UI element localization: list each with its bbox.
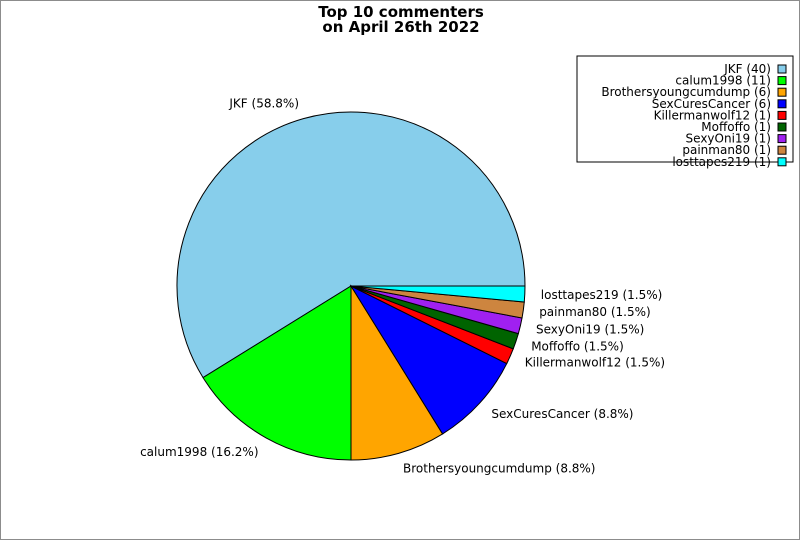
legend-swatch-moffoffo (777, 122, 787, 132)
legend-label-moffoffo: Moffoffo (1) (701, 120, 771, 134)
legend-label-brothersyoungcumdump: Brothersyoungcumdump (6) (601, 85, 771, 99)
slice-label-jkf: JKF (58.8%) (228, 96, 299, 110)
legend-box (576, 55, 794, 163)
legend-swatch-sexyoni19 (777, 134, 787, 144)
pie-slice-brothersyoungcumdump (350, 284, 444, 461)
pie-slice-calum1998 (202, 285, 352, 461)
legend-label-calum1998: calum1998 (11) (675, 74, 771, 88)
slice-label-moffoffo: Moffoffo (1.5%) (531, 339, 624, 353)
legend-label-losttapes219: losttapes219 (1) (672, 155, 771, 169)
chart-title-line-1: Top 10 commenters (318, 3, 484, 21)
legend-items: JKF (40)calum1998 (11)Brothersyoungcumdu… (601, 62, 787, 169)
slice-label-sexyoni19: SexyOni19 (1.5%) (536, 323, 644, 337)
pie-slice-jkf (176, 111, 526, 379)
legend-swatch-killermanwolf12 (777, 110, 787, 120)
legend-label-jkf: JKF (40) (723, 62, 771, 76)
legend-swatch-sexcurescancer (777, 99, 787, 109)
legend-swatch-jkf (777, 64, 787, 74)
legend-label-killermanwolf12: Killermanwolf12 (1) (654, 108, 771, 122)
pie-slices (176, 111, 526, 461)
slice-label-painman80: painman80 (1.5%) (539, 305, 651, 319)
pie-slice-sexcurescancer (349, 284, 508, 435)
legend-swatch-calum1998 (777, 76, 787, 86)
slice-label-killermanwolf12: Killermanwolf12 (1.5%) (525, 356, 665, 370)
legend-swatch-painman80 (777, 145, 787, 155)
slice-label-sexcurescancer: SexCuresCancer (8.8%) (491, 407, 633, 421)
slice-label-losttapes219: losttapes219 (1.5%) (541, 288, 663, 302)
legend-label-sexyoni19: SexyOni19 (1) (686, 132, 771, 146)
pie-slice-losttapes219 (350, 285, 526, 303)
legend-label-sexcurescancer: SexCuresCancer (6) (652, 97, 771, 111)
legend-swatch-brothersyoungcumdump (777, 87, 787, 97)
legend-label-painman80: painman80 (1) (682, 143, 771, 157)
legend-swatch-losttapes219 (777, 157, 787, 167)
legend: JKF (40)calum1998 (11)Brothersyoungcumdu… (576, 55, 794, 169)
slice-labels: JKF (58.8%) calum1998 (16.2%) Brothersyoun… (140, 96, 665, 475)
slice-label-brothersyoungcumdump: Brothersyoungcumdump (8.8%) (403, 462, 595, 476)
chart-title-line-2: on April 26th 2022 (322, 18, 479, 36)
chart-title: Top 10 commenters on April 26th 2022 (318, 3, 484, 36)
slice-label-calum1998: calum1998 (16.2%) (140, 445, 258, 459)
